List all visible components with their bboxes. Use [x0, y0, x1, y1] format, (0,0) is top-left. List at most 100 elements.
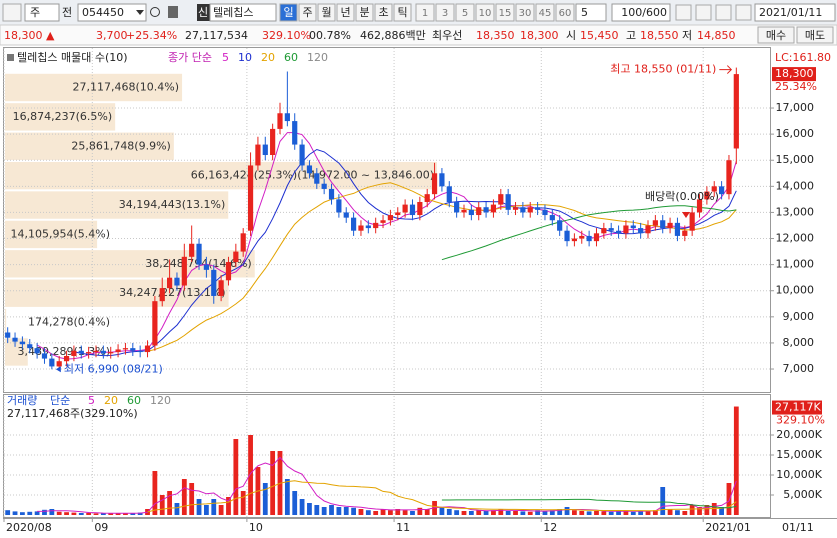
period: 월	[321, 6, 331, 19]
period-button[interactable]	[355, 3, 374, 22]
volume-profile-bar	[5, 191, 229, 219]
y-tick-label: 10,000	[776, 284, 815, 297]
volume-bar	[152, 471, 158, 515]
interval-button[interactable]	[515, 3, 535, 22]
badge: 신	[198, 6, 208, 19]
candle-body	[328, 188, 335, 200]
y-tick-label: 17,000	[776, 101, 815, 114]
candle-body	[630, 225, 636, 229]
candle-body	[652, 220, 658, 226]
interval: 10	[479, 8, 492, 19]
interval-button[interactable]	[535, 3, 555, 22]
candle-body	[439, 173, 445, 187]
speaker-icon[interactable]	[168, 6, 178, 18]
range-box[interactable]	[611, 3, 671, 22]
low-note: 최저 6,990 (08/21)	[64, 362, 163, 375]
candle-body	[461, 209, 467, 213]
period-button[interactable]	[336, 3, 355, 22]
volume-ma-legend: 60	[127, 394, 141, 407]
period-button[interactable]	[317, 3, 336, 22]
legend-icon	[7, 54, 14, 61]
period: 분	[359, 6, 369, 19]
candle-body	[615, 230, 622, 234]
volume-bar	[343, 507, 349, 515]
mode-select[interactable]	[24, 3, 60, 22]
candle-body	[689, 212, 695, 231]
volume-bar	[535, 510, 540, 515]
ma-legend: 10	[238, 51, 252, 64]
interval-button[interactable]	[475, 3, 495, 22]
volume-tag	[772, 400, 822, 415]
candle-body	[468, 209, 474, 216]
candle-body	[343, 212, 349, 218]
volume-bar	[652, 510, 658, 515]
period: 일	[283, 5, 293, 19]
volume-bar	[645, 511, 651, 515]
volume-profile-label: 3,489,289(1.3%)	[17, 345, 110, 358]
name-box[interactable]	[209, 3, 277, 22]
candle-body	[424, 194, 430, 202]
period-button[interactable]	[279, 3, 298, 22]
candle-body	[638, 228, 644, 234]
code-input[interactable]	[77, 3, 147, 22]
candle-body	[336, 199, 342, 213]
volume-bar	[527, 511, 533, 515]
price-tag	[772, 67, 816, 82]
tool-icon[interactable]	[695, 4, 712, 21]
event-marker	[682, 212, 690, 218]
candle-body	[542, 209, 548, 216]
interval: 3	[442, 8, 448, 19]
date-box[interactable]	[754, 3, 836, 22]
candle-body	[167, 277, 173, 289]
period-button[interactable]	[298, 3, 317, 22]
interval-button[interactable]	[455, 3, 475, 22]
candle-body	[674, 222, 681, 236]
period: 초	[378, 6, 388, 19]
interval-button[interactable]	[495, 3, 515, 22]
tool-icon[interactable]	[715, 4, 732, 21]
candle-body	[387, 215, 393, 221]
volume-bar	[226, 497, 231, 515]
settings-icon[interactable]	[735, 4, 752, 21]
sell-button[interactable]	[796, 26, 834, 44]
y-tick-label: 16,000	[776, 127, 815, 140]
volume-moving-average	[147, 480, 737, 513]
volume-bar	[233, 439, 239, 515]
event-note: 배당락(0.00%)	[645, 190, 719, 203]
candle-body	[535, 207, 541, 210]
menu-icon[interactable]	[2, 3, 22, 22]
count-select[interactable]	[575, 3, 607, 22]
interval-button[interactable]	[435, 3, 455, 22]
stock-name: 텔레칩스	[213, 6, 253, 19]
volume-profile-bar	[5, 220, 98, 249]
candle-body	[218, 280, 224, 296]
candle-body	[34, 348, 40, 354]
buy-button[interactable]	[757, 26, 795, 44]
moving-average	[441, 205, 737, 261]
volume-bar	[542, 511, 548, 515]
period-button[interactable]	[374, 3, 393, 22]
candle-body	[41, 353, 48, 359]
volume-bar	[181, 479, 187, 515]
interval-button[interactable]	[555, 3, 575, 22]
candle-body	[696, 199, 703, 213]
prev[interactable]: 전	[62, 6, 72, 19]
candle-body	[108, 352, 114, 354]
candle-body	[608, 228, 614, 231]
candle-body	[100, 350, 106, 354]
volume-moving-average	[37, 456, 737, 514]
tool-icon[interactable]	[675, 4, 692, 21]
candle-body	[115, 349, 121, 353]
badge-box	[197, 4, 210, 21]
volume-bar	[623, 510, 629, 515]
volume-bar	[321, 507, 327, 515]
period-button[interactable]	[393, 3, 412, 22]
low-label: 저	[682, 29, 692, 42]
search-icon[interactable]	[150, 7, 160, 17]
volume-bar	[174, 503, 180, 515]
volume-bar	[711, 503, 717, 515]
candle-body	[292, 121, 298, 145]
interval-button[interactable]	[415, 3, 435, 22]
volume-bar	[284, 479, 290, 515]
volume-profile-label: 14,105,954(5.4%)	[10, 227, 110, 240]
